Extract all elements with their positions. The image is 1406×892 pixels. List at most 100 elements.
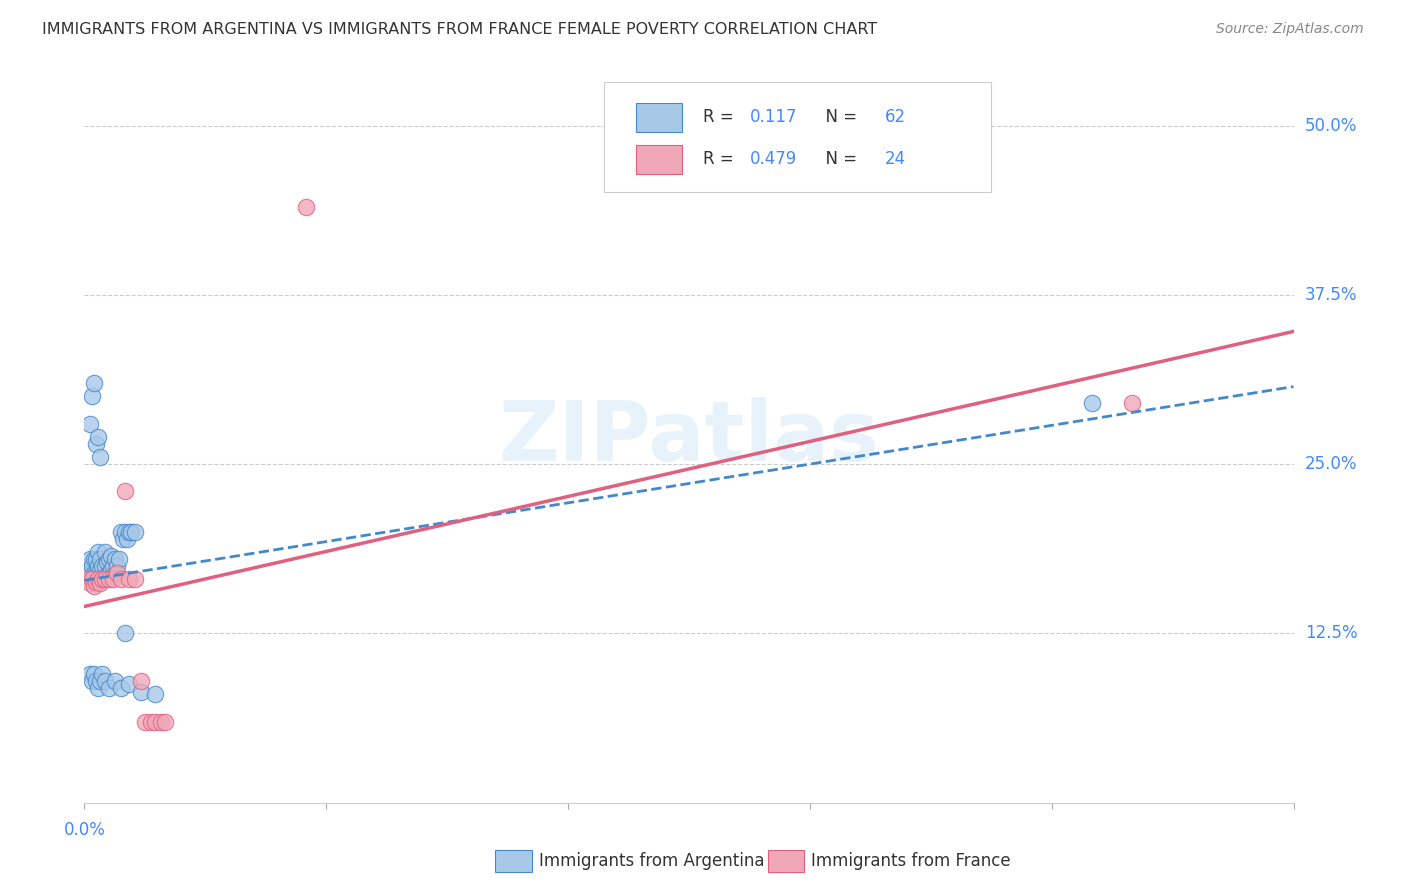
Point — [91, 667, 114, 681]
Point — [97, 681, 120, 695]
Point — [124, 572, 146, 586]
Text: 12.5%: 12.5% — [1305, 624, 1357, 642]
Point — [89, 576, 111, 591]
Point — [115, 532, 138, 546]
Text: 50.0%: 50.0% — [1305, 117, 1357, 135]
FancyBboxPatch shape — [768, 850, 804, 872]
Point — [86, 437, 108, 451]
Point — [91, 558, 114, 573]
Point — [93, 545, 115, 559]
Point — [104, 566, 127, 580]
Point — [110, 572, 132, 586]
Point — [118, 572, 141, 586]
FancyBboxPatch shape — [605, 82, 991, 192]
Point — [104, 673, 127, 688]
Point — [100, 549, 122, 564]
Text: 24: 24 — [884, 150, 905, 168]
Point — [129, 684, 152, 698]
FancyBboxPatch shape — [636, 103, 682, 132]
Text: 25.0%: 25.0% — [1305, 455, 1357, 473]
Text: N =: N = — [814, 150, 862, 168]
Point — [118, 676, 141, 690]
Point — [96, 568, 118, 582]
Point — [86, 673, 108, 688]
Point — [101, 572, 124, 586]
Point — [82, 389, 104, 403]
Point — [111, 532, 134, 546]
Point — [82, 572, 104, 586]
Point — [79, 552, 101, 566]
Point — [82, 673, 104, 688]
Point — [89, 552, 111, 566]
Point — [82, 572, 104, 586]
Point — [86, 572, 108, 586]
Text: 37.5%: 37.5% — [1305, 285, 1357, 304]
Point — [97, 552, 120, 566]
Point — [110, 524, 132, 539]
Point — [143, 714, 166, 729]
Point — [118, 524, 141, 539]
Point — [87, 572, 110, 586]
Text: 0.0%: 0.0% — [63, 821, 105, 839]
Point — [114, 524, 136, 539]
Point — [97, 572, 120, 586]
Point — [97, 566, 120, 580]
Point — [139, 714, 162, 729]
Point — [96, 555, 118, 569]
Point — [120, 524, 142, 539]
Text: N =: N = — [814, 109, 862, 127]
Point — [1081, 396, 1104, 410]
Text: 62: 62 — [884, 109, 905, 127]
Point — [77, 558, 100, 573]
Point — [83, 376, 105, 390]
Text: ZIPatlas: ZIPatlas — [499, 397, 879, 477]
Point — [149, 714, 172, 729]
Text: R =: R = — [703, 150, 740, 168]
Point — [83, 667, 105, 681]
Point — [86, 574, 108, 589]
Point — [100, 563, 122, 577]
Point — [83, 566, 105, 580]
Point — [114, 484, 136, 499]
Point — [83, 572, 105, 586]
Point — [79, 417, 101, 431]
FancyBboxPatch shape — [636, 145, 682, 174]
Point — [101, 558, 124, 573]
Text: 0.479: 0.479 — [749, 150, 797, 168]
Point — [93, 572, 115, 586]
Point — [86, 552, 108, 566]
Point — [110, 681, 132, 695]
Point — [129, 673, 152, 688]
Text: Immigrants from Argentina: Immigrants from Argentina — [538, 853, 765, 871]
Point — [105, 558, 128, 573]
Text: 0.117: 0.117 — [749, 109, 797, 127]
Point — [86, 566, 108, 580]
Point — [79, 566, 101, 580]
Point — [93, 572, 115, 586]
Point — [83, 579, 105, 593]
Point — [91, 572, 114, 586]
Point — [87, 545, 110, 559]
Point — [114, 626, 136, 640]
Point — [93, 673, 115, 688]
Point — [124, 524, 146, 539]
FancyBboxPatch shape — [495, 850, 531, 872]
Point — [87, 572, 110, 586]
Point — [104, 552, 127, 566]
Point — [83, 552, 105, 566]
Point — [89, 563, 111, 577]
Point — [143, 688, 166, 702]
Text: Source: ZipAtlas.com: Source: ZipAtlas.com — [1216, 22, 1364, 37]
Point — [295, 200, 318, 214]
Point — [89, 450, 111, 465]
Point — [87, 681, 110, 695]
Point — [153, 714, 176, 729]
Point — [107, 552, 129, 566]
Point — [77, 572, 100, 586]
Text: R =: R = — [703, 109, 740, 127]
Point — [105, 566, 128, 580]
Point — [1121, 396, 1143, 410]
Point — [89, 572, 111, 586]
Point — [89, 673, 111, 688]
Point — [82, 558, 104, 573]
